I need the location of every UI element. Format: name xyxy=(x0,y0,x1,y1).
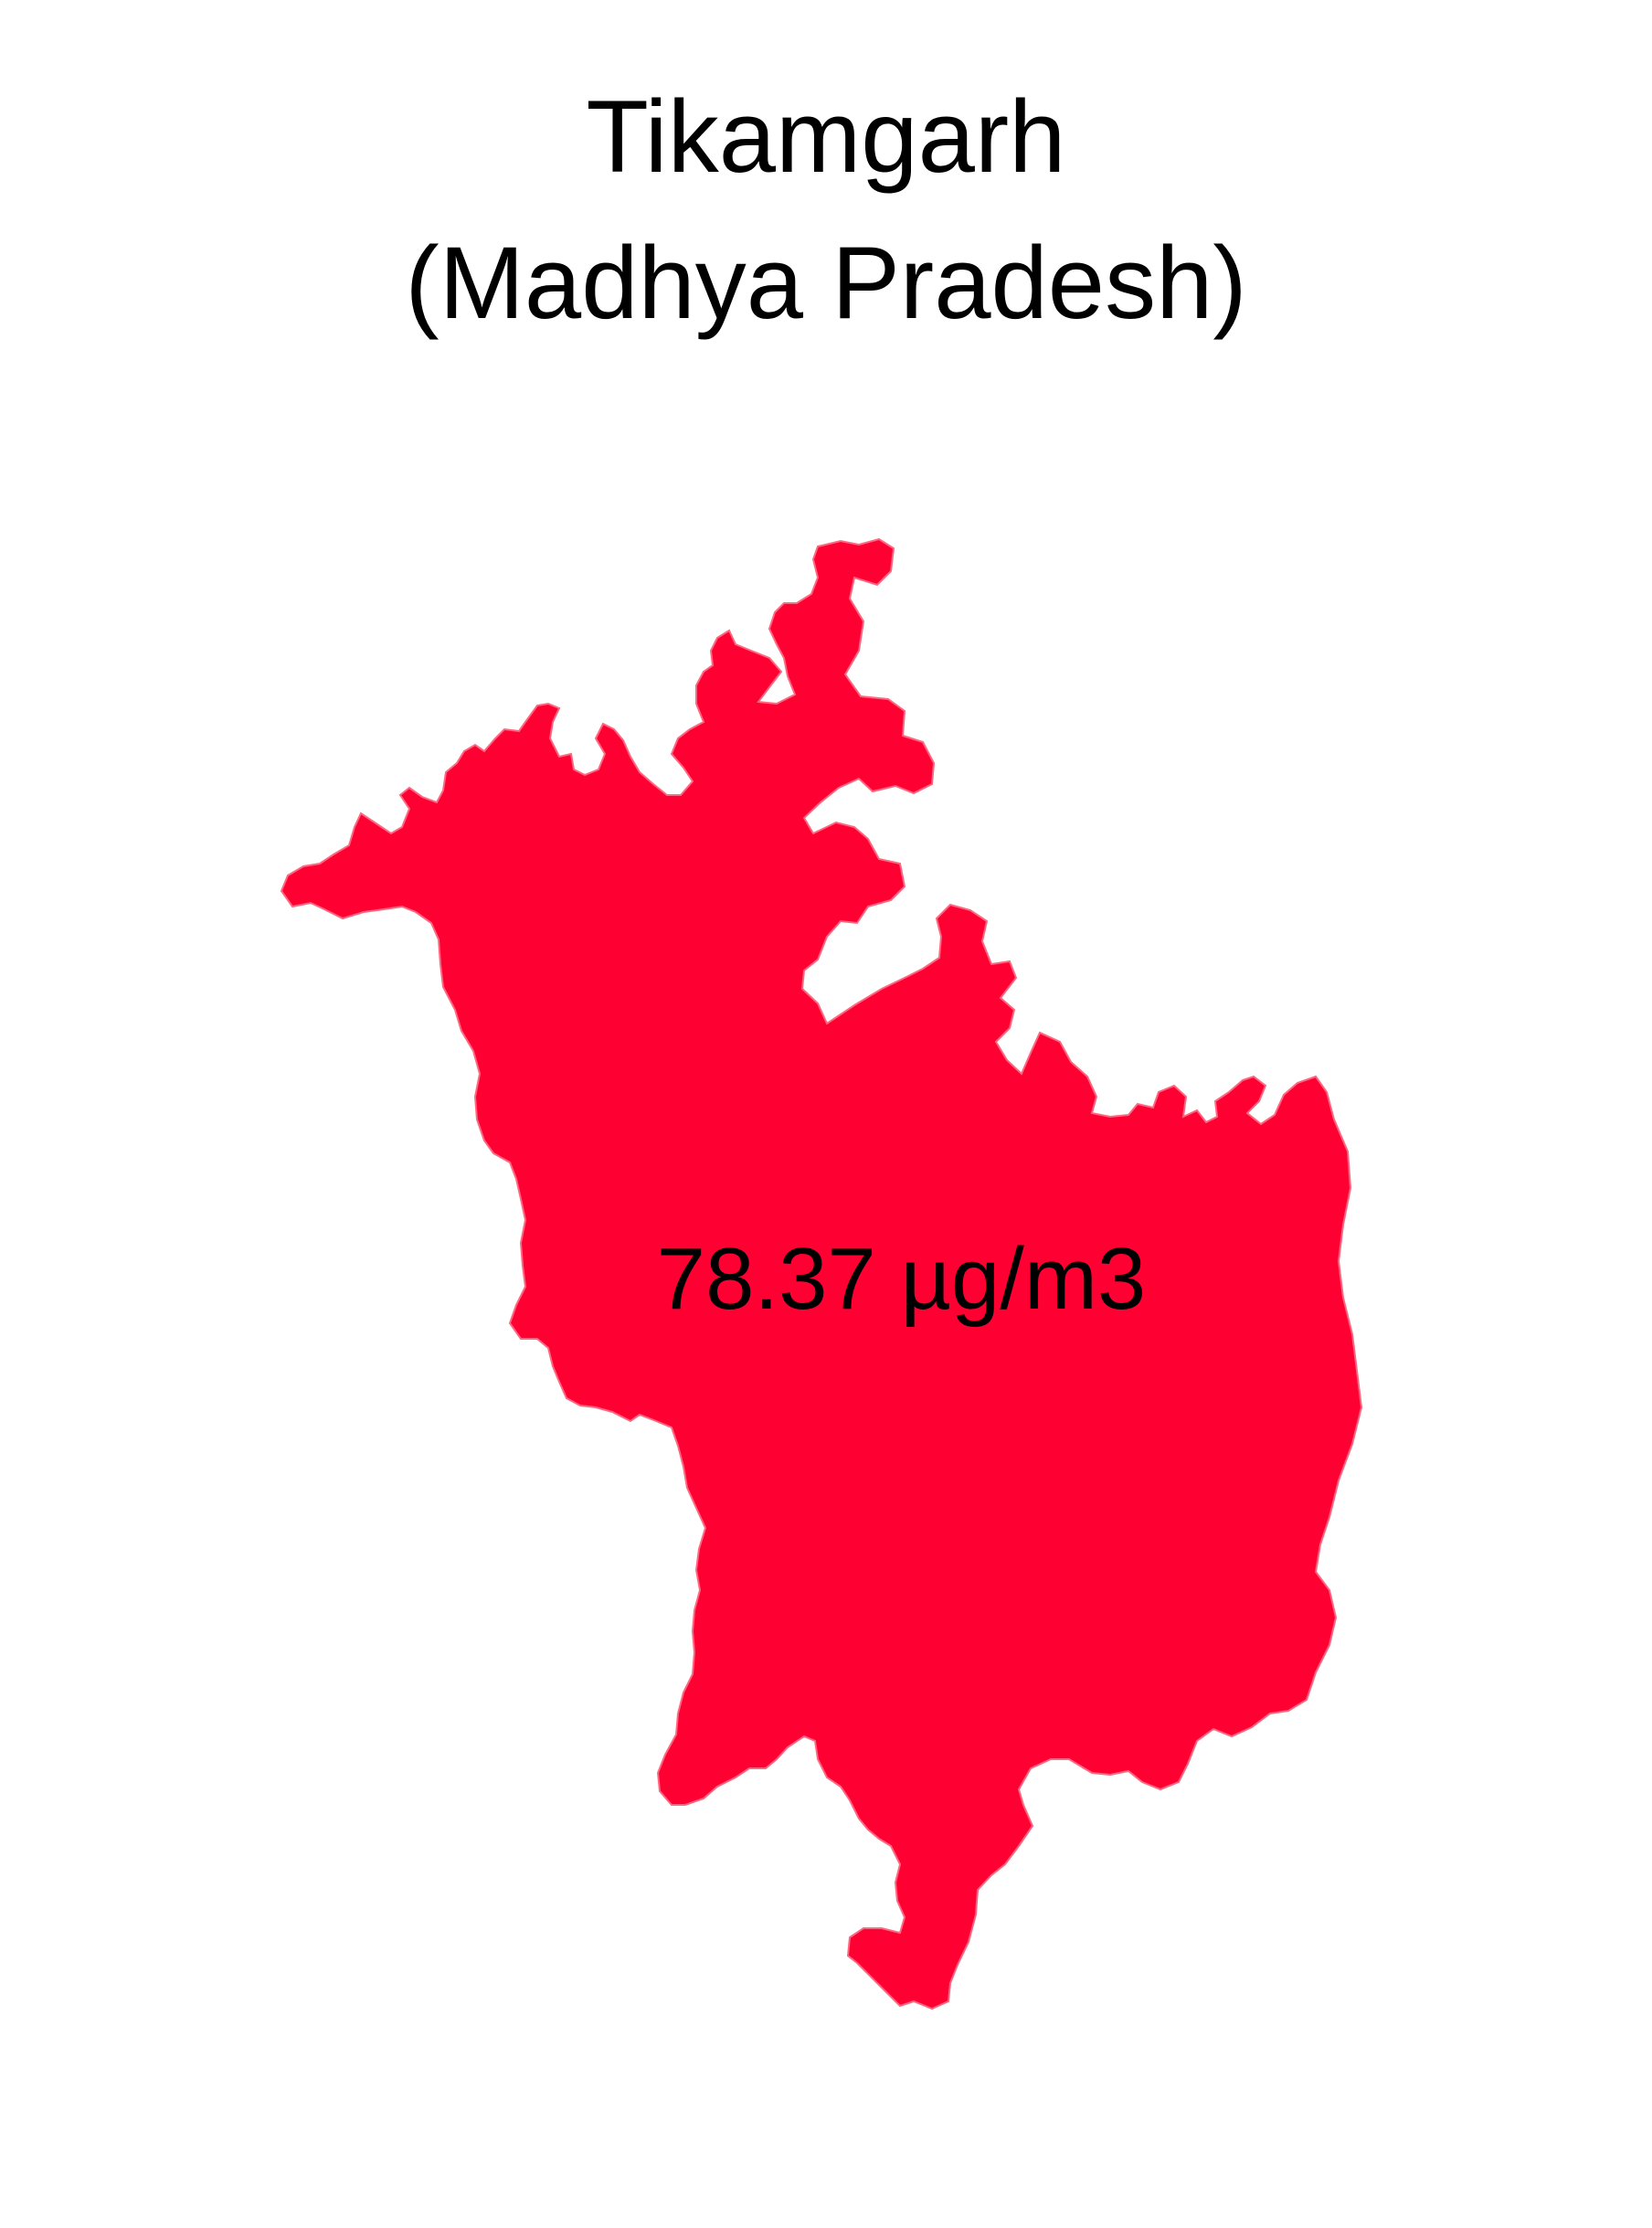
district-shape xyxy=(280,537,1363,2011)
pollution-value-label: 78.37 µg/m3 xyxy=(656,1230,1147,1328)
title-state: (Madhya Pradesh) xyxy=(405,226,1247,340)
map-title: Tikamgarh (Madhya Pradesh) xyxy=(0,64,1652,356)
title-district: Tikamgarh xyxy=(586,80,1066,194)
